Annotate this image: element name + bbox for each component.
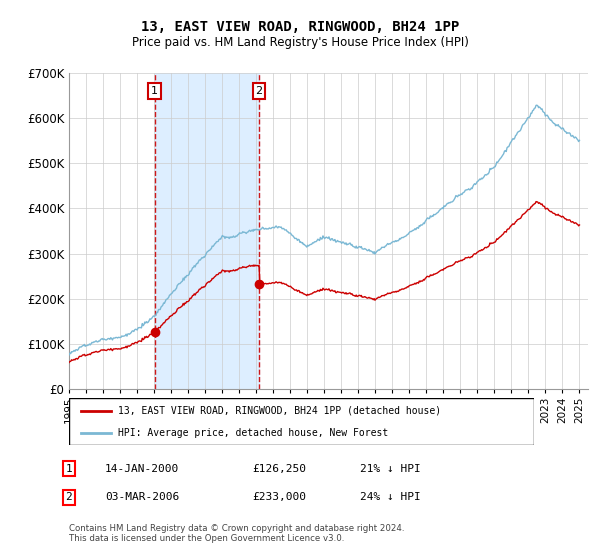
Text: 13, EAST VIEW ROAD, RINGWOOD, BH24 1PP (detached house): 13, EAST VIEW ROAD, RINGWOOD, BH24 1PP (… (118, 406, 441, 416)
Text: 2: 2 (256, 86, 263, 96)
Text: 1: 1 (65, 464, 73, 474)
Text: £126,250: £126,250 (252, 464, 306, 474)
Text: £233,000: £233,000 (252, 492, 306, 502)
Text: 03-MAR-2006: 03-MAR-2006 (105, 492, 179, 502)
Text: 13, EAST VIEW ROAD, RINGWOOD, BH24 1PP: 13, EAST VIEW ROAD, RINGWOOD, BH24 1PP (141, 20, 459, 34)
Text: Contains HM Land Registry data © Crown copyright and database right 2024.
This d: Contains HM Land Registry data © Crown c… (69, 524, 404, 543)
Text: 24% ↓ HPI: 24% ↓ HPI (360, 492, 421, 502)
Text: HPI: Average price, detached house, New Forest: HPI: Average price, detached house, New … (118, 428, 388, 438)
Text: Price paid vs. HM Land Registry's House Price Index (HPI): Price paid vs. HM Land Registry's House … (131, 36, 469, 49)
Text: 14-JAN-2000: 14-JAN-2000 (105, 464, 179, 474)
Text: 21% ↓ HPI: 21% ↓ HPI (360, 464, 421, 474)
Text: 1: 1 (151, 86, 158, 96)
Bar (155, 73, 259, 389)
Text: 2: 2 (65, 492, 73, 502)
